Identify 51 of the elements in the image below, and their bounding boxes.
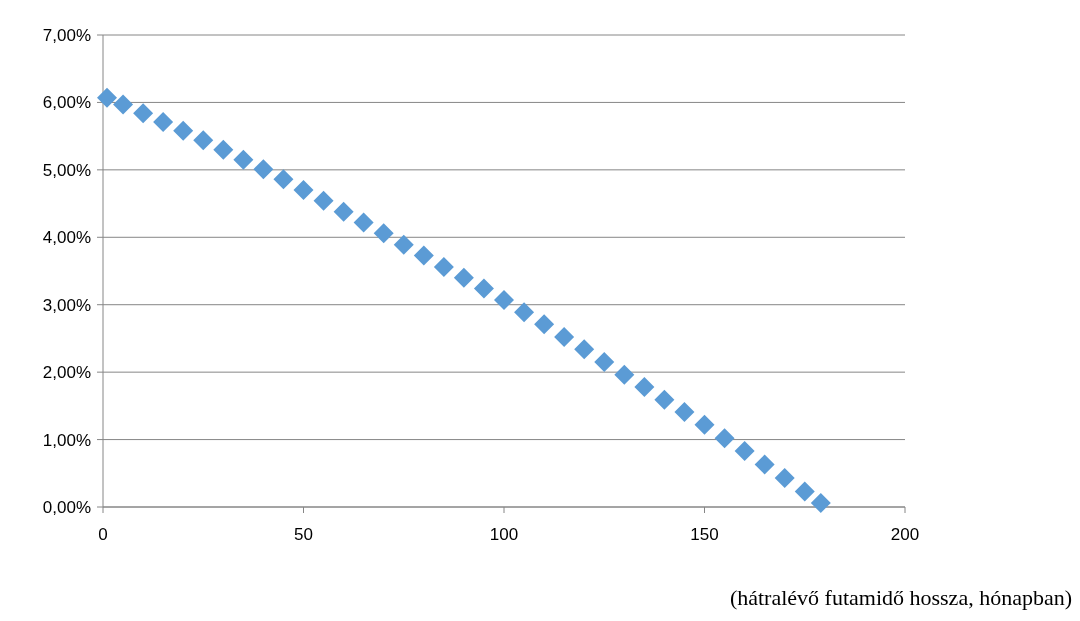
point <box>333 201 354 222</box>
point <box>574 339 595 360</box>
point <box>714 428 735 449</box>
point <box>473 278 494 299</box>
y-tick-label: 0,00% <box>42 497 91 517</box>
point <box>754 454 775 475</box>
point <box>534 314 555 335</box>
point <box>233 149 254 170</box>
x-tick-label: 200 <box>890 525 920 544</box>
y-tick-label: 6,00% <box>42 93 91 113</box>
x-axis-title: (hátralévő futamidő hossza, hónapban) <box>729 585 1072 610</box>
point <box>153 111 174 132</box>
point <box>494 289 514 310</box>
point <box>193 130 214 151</box>
x-tick-label: 0 <box>98 525 108 544</box>
point <box>514 302 535 323</box>
point <box>353 212 374 233</box>
y-tick-label: 3,00% <box>42 295 91 315</box>
x-tick-label: 100 <box>489 525 519 544</box>
point <box>253 159 274 180</box>
point <box>97 87 118 108</box>
point <box>393 234 414 255</box>
point <box>734 441 755 462</box>
point <box>433 256 454 277</box>
point <box>614 364 635 385</box>
x-tick-label: 50 <box>294 525 313 544</box>
y-tick-label: 4,00% <box>42 228 91 248</box>
point <box>273 169 294 190</box>
point <box>554 327 575 348</box>
point <box>213 139 234 160</box>
point <box>594 352 615 373</box>
y-tick-label: 5,00% <box>42 160 91 180</box>
y-tick-label: 2,00% <box>42 363 91 383</box>
y-tick-label: 7,00% <box>42 25 91 45</box>
x-tick-label: 150 <box>690 525 719 544</box>
y-tick-label: 1,00% <box>42 430 91 450</box>
point <box>373 223 394 244</box>
point <box>133 103 154 124</box>
point <box>774 468 795 489</box>
point <box>453 267 474 288</box>
point <box>413 245 434 266</box>
point <box>654 389 675 410</box>
point <box>293 180 314 201</box>
point <box>794 481 815 502</box>
point <box>313 190 334 211</box>
point <box>694 414 715 435</box>
point <box>674 401 695 422</box>
point <box>113 94 134 115</box>
point <box>634 376 655 397</box>
point <box>173 120 194 141</box>
point <box>810 492 831 513</box>
